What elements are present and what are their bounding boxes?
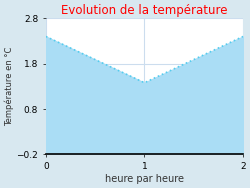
Y-axis label: Température en °C: Température en °C — [4, 47, 14, 126]
X-axis label: heure par heure: heure par heure — [105, 174, 184, 184]
Title: Evolution de la température: Evolution de la température — [61, 4, 228, 17]
